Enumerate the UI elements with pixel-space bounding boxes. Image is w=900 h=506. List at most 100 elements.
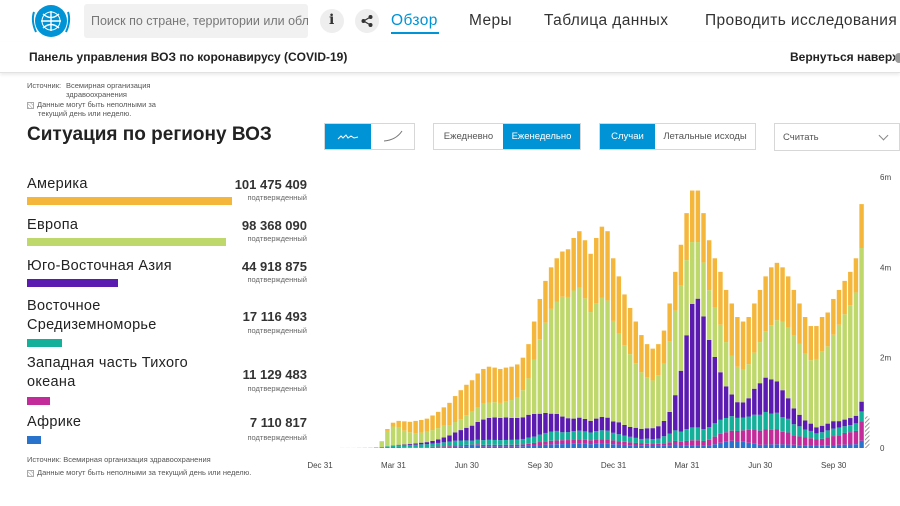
bar-segment [740, 417, 746, 431]
bar-segment [673, 395, 678, 431]
bar-segment [498, 368, 503, 403]
dashboard-title: Панель управления ВОЗ по коронавирусу (C… [29, 50, 348, 64]
bar-segment [385, 429, 390, 431]
curve-chart-option[interactable] [371, 124, 415, 149]
bar-segment [599, 417, 605, 431]
bar-segment [639, 428, 644, 439]
bar-segment [520, 446, 526, 448]
search-input[interactable]: Поиск по стране, территории или области [84, 4, 308, 38]
bar-segment [441, 407, 447, 426]
bar-segment [661, 420, 667, 437]
bar-segment [842, 280, 847, 315]
bar-segment [548, 431, 554, 441]
bar-segment [684, 445, 689, 448]
nav-research[interactable]: Проводить исследования [705, 12, 898, 29]
hatch-swatch-icon [27, 469, 34, 477]
bar-segment [723, 432, 729, 442]
bar-segment [435, 447, 441, 448]
bar-segment [548, 413, 554, 432]
bar-segment [605, 417, 610, 431]
bar-segment [853, 258, 859, 293]
bar-segment [537, 442, 543, 446]
bar-segment [515, 439, 520, 445]
bar-segment [430, 446, 435, 448]
region-row-africa[interactable]: Африке 7 110 817 подтвержденный [27, 413, 309, 447]
bar-segment [390, 426, 396, 446]
region-row-western-pacific[interactable]: Западная часть Тихого океана 11 129 483 … [27, 354, 309, 406]
bar-segment [481, 419, 486, 441]
bar-segment [673, 310, 678, 396]
bar-segment [808, 423, 813, 431]
bar-segment [808, 438, 813, 446]
bar-segment [791, 444, 797, 448]
region-name: Западная часть Тихого океана [27, 355, 189, 390]
bar-segment [706, 240, 712, 291]
curve-chart-icon [383, 130, 403, 142]
metric-cases[interactable]: Случаи [600, 124, 655, 149]
bar-segment [452, 396, 458, 423]
bar-segment [831, 298, 836, 335]
bar-segment [808, 360, 813, 424]
bar-segment [486, 366, 492, 403]
bar-segment [515, 417, 520, 440]
bar-segment [825, 423, 830, 431]
bar-segment [594, 443, 599, 448]
bar-segment [588, 420, 593, 433]
stacked-bar-chart[interactable]: 0 2m 4m 6m Dec 31 Mar 31 Jun 30 Sep 30 Dec 31 Mar… [300, 160, 900, 476]
bar-segment [853, 444, 859, 448]
data-incomplete-note-bottom: Данные могут быть неполными за текущий д… [27, 468, 251, 477]
region-row-south-east-asia[interactable]: Юго-Восточная Азия 44 918 875 подтвержде… [27, 257, 309, 291]
bar-segment [785, 327, 791, 399]
bar-segment [464, 415, 469, 428]
bar-segment [848, 418, 853, 426]
bar-segment [859, 411, 864, 422]
bar-segment [627, 442, 633, 446]
nav-data-table[interactable]: Таблица данных [544, 12, 669, 29]
source-org: Всемирная организация здравоохранения [63, 455, 211, 464]
bar-segment [424, 442, 430, 445]
who-logo[interactable] [28, 2, 74, 40]
bar-segment [616, 276, 622, 334]
bar-segment [735, 317, 740, 367]
bar-segment [430, 430, 435, 441]
bar-segment [706, 290, 712, 340]
period-weekly[interactable]: Еженедельно [503, 124, 580, 149]
region-sub: подтвержденный [247, 193, 307, 202]
bar-segment [769, 444, 774, 448]
bar-segment [831, 334, 836, 422]
bar-segment [667, 303, 672, 342]
nav-overview[interactable]: Обзор [391, 12, 438, 29]
bar-segment [531, 436, 537, 443]
metric-deaths[interactable]: Летальные исходы [663, 131, 747, 142]
info-button[interactable]: i [320, 9, 344, 33]
bar-segment [509, 400, 514, 418]
region-row-europe[interactable]: Европа 98 368 090 подтвержденный [27, 216, 309, 250]
nav-measures[interactable]: Меры [469, 12, 513, 29]
bar-segment [526, 443, 531, 446]
bar-segment [757, 414, 763, 431]
count-dropdown[interactable]: Считать [774, 123, 900, 151]
bar-segment [718, 324, 723, 373]
period-daily[interactable]: Ежедневно [443, 131, 494, 142]
top-nav: Поиск по стране, территории или области … [0, 0, 900, 42]
bar-segment [402, 444, 407, 446]
share-button[interactable] [355, 9, 379, 33]
back-to-top-link[interactable]: Вернуться наверх [790, 50, 899, 64]
region-row-eastern-mediterranean[interactable]: Восточное Средиземноморье 17 116 493 под… [27, 297, 309, 347]
region-row-americas[interactable]: Америка 101 475 409 подтвержденный [27, 175, 309, 209]
bar-segment [571, 431, 576, 440]
bar-segment [565, 432, 571, 441]
line-chart-option[interactable] [325, 124, 371, 149]
bar-segment [836, 435, 842, 445]
bar-segment [469, 445, 475, 448]
bar-segment [690, 440, 695, 446]
bar-segment [718, 271, 723, 325]
bar-segment [616, 441, 622, 445]
bar-segment [582, 443, 588, 448]
bar-segment [701, 213, 706, 263]
bar-segment [458, 446, 463, 448]
bar-segment [667, 442, 672, 446]
bar-segment [452, 440, 458, 446]
bar-segment [780, 417, 785, 432]
bar-segment [639, 443, 644, 446]
